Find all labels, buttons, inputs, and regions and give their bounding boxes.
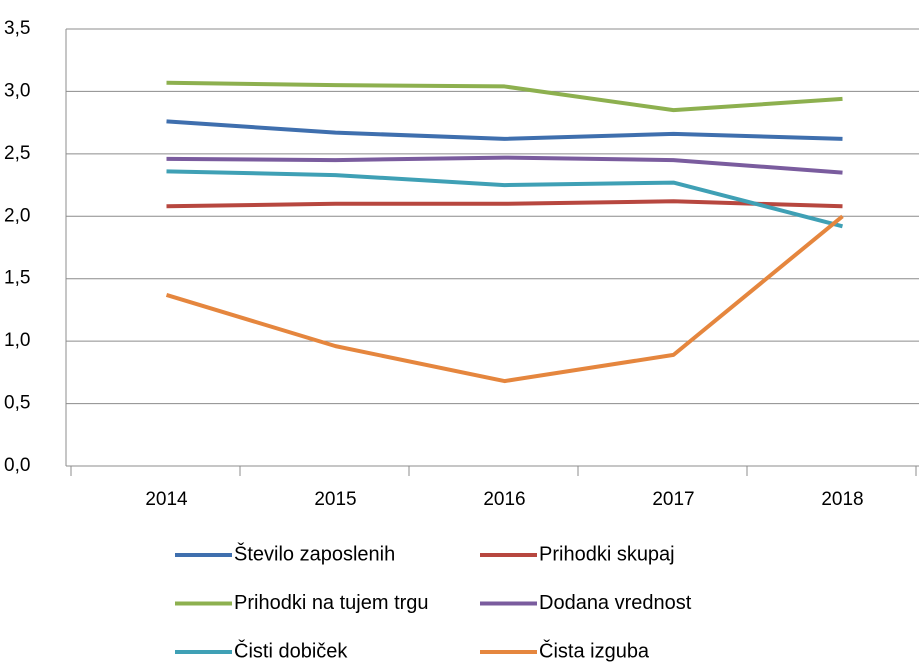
line: [166, 80, 843, 113]
y-tick-label: 2,0: [4, 205, 30, 226]
x-tick-label: 2016: [483, 489, 525, 510]
line: [166, 119, 843, 141]
y-tick-label: 2,5: [4, 143, 30, 164]
x-tick-label: 2014: [145, 489, 188, 510]
line: [166, 199, 843, 209]
x-tick-label: 2017: [652, 489, 694, 510]
y-tick-label: 3,0: [4, 80, 30, 101]
line: [165, 214, 844, 384]
legend-label: Prihodki skupaj: [539, 543, 675, 565]
legend-label: Dodana vrednost: [539, 592, 692, 614]
legend-label: Prihodki na tujem trgu: [234, 592, 429, 614]
legend-label: Čista izguba: [539, 639, 650, 662]
x-tick-label: 2015: [314, 489, 356, 510]
y-tick-label: 0,5: [4, 393, 30, 414]
y-tick-label: 3,5: [4, 18, 30, 39]
legend-label: Število zaposlenih: [234, 542, 395, 565]
legend-label: Čisti dobiček: [234, 639, 348, 662]
line: [166, 169, 844, 229]
y-tick-label: 0,0: [4, 455, 30, 476]
line: [166, 155, 843, 175]
x-tick-label: 2018: [821, 489, 863, 510]
y-tick-label: 1,5: [4, 268, 30, 289]
y-tick-label: 1,0: [4, 330, 30, 351]
